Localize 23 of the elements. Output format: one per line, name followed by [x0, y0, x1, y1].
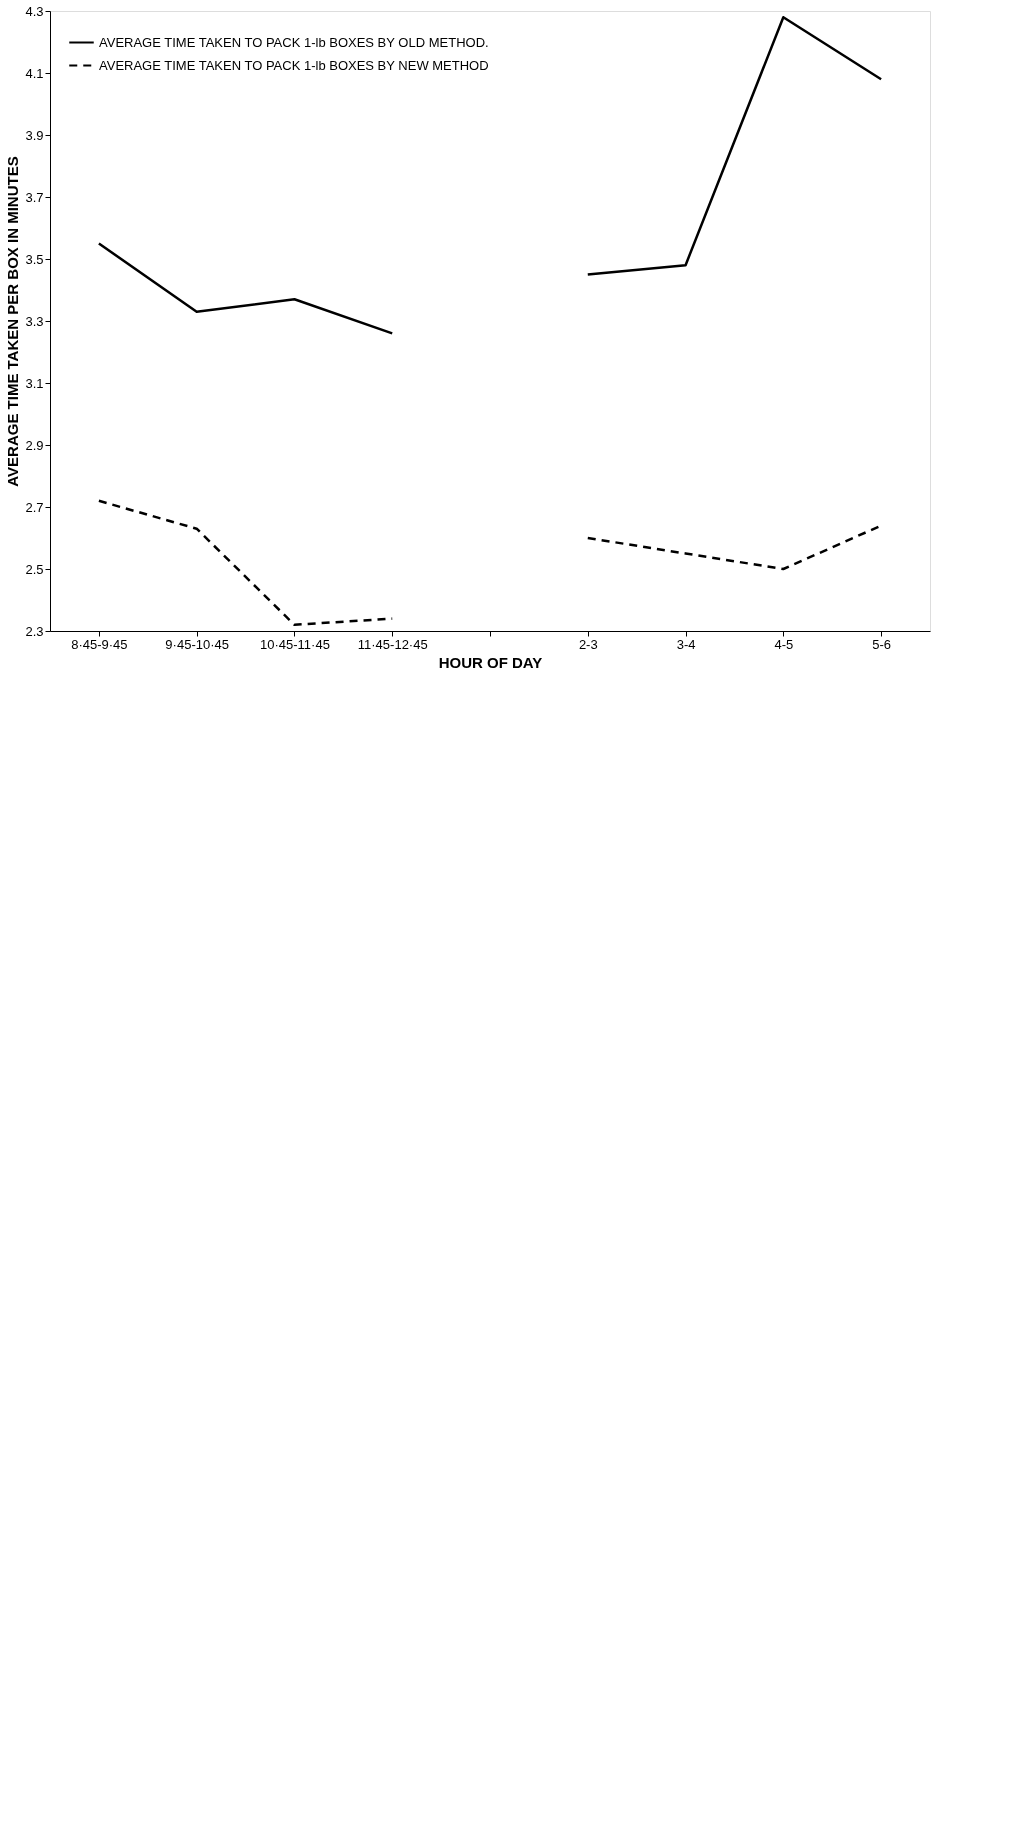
y-tick-label: 3.7	[25, 189, 44, 205]
x-axis-title: HOUR OF DAY	[438, 653, 543, 671]
y-axis-title: AVERAGE TIME TAKEN PER BOX IN MINUTES	[4, 156, 22, 487]
y-tick-label: 2.3	[25, 623, 44, 639]
x-tick-label: 3-4	[676, 636, 696, 652]
y-tick-label: 3.5	[25, 251, 44, 267]
legend-label: AVERAGE TIME TAKEN TO PACK 1-lb BOXES BY NEW METHOD	[99, 57, 489, 73]
x-tick-label: 8·45-9·45	[71, 636, 128, 652]
y-tick-label: 4.3	[25, 3, 44, 19]
x-tick-label: 4-5	[774, 636, 794, 652]
y-tick-label: 3.3	[25, 313, 44, 329]
y-tick-label: 3.1	[25, 375, 44, 391]
x-tick-label: 5-6	[872, 636, 892, 652]
x-tick-label: 2-3	[578, 636, 598, 652]
y-tick-label: 2.5	[25, 561, 44, 577]
legend-label: AVERAGE TIME TAKEN TO PACK 1-lb BOXES BY OLD METHOD.	[99, 34, 489, 50]
x-tick-label: 11·45-12·45	[357, 636, 428, 652]
y-tick-label: 3.9	[25, 127, 44, 143]
y-tick-label: 2.9	[25, 437, 44, 453]
x-tick-label: 9·45-10·45	[165, 636, 229, 652]
y-tick-label: 4.1	[25, 65, 44, 81]
x-tick-label: 10·45-11·45	[260, 636, 330, 652]
y-tick-label: 2.7	[25, 499, 44, 515]
